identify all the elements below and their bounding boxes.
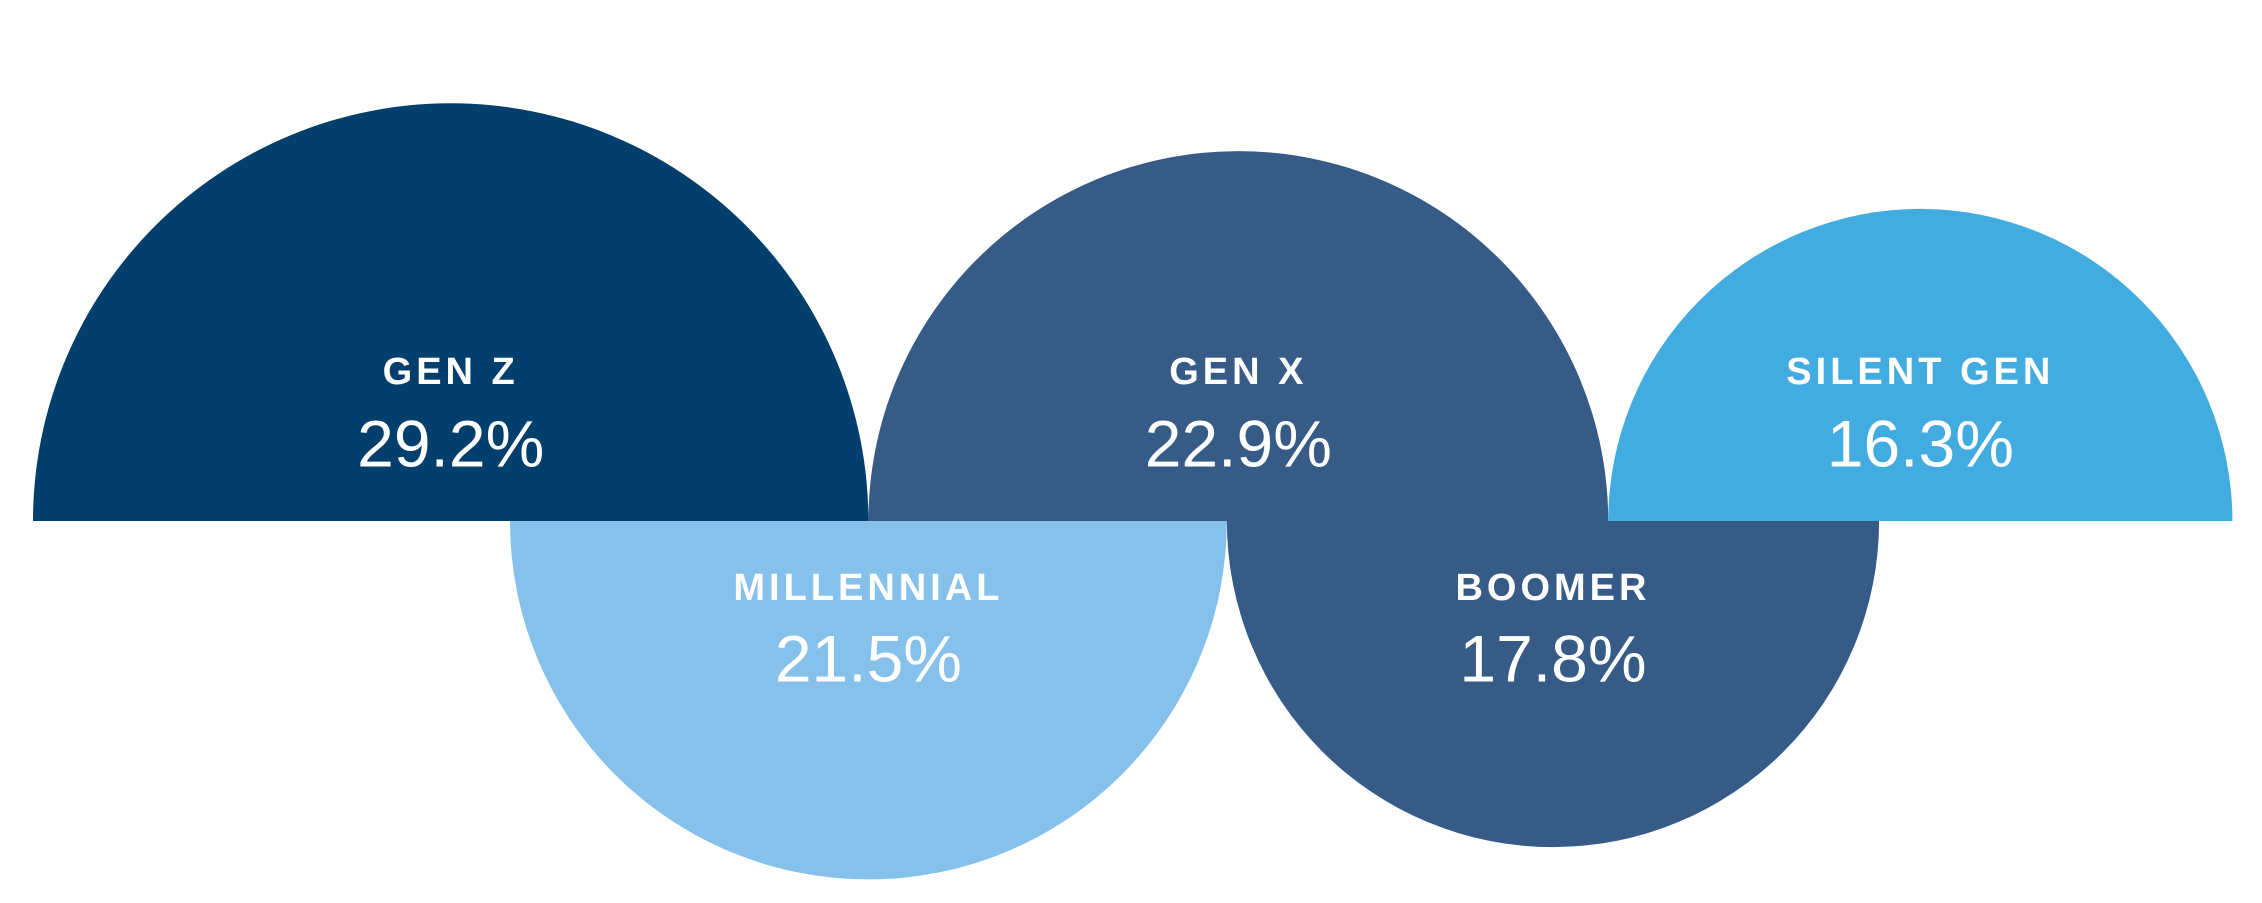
value-label: 22.9% xyxy=(1145,406,1332,480)
value-label: 29.2% xyxy=(357,406,544,480)
category-label: MILLENNIAL xyxy=(733,567,1003,609)
semicircle xyxy=(509,521,1227,880)
category-label: BOOMER xyxy=(1455,567,1650,609)
value-label: 21.5% xyxy=(775,621,962,695)
semicircle xyxy=(868,151,1609,521)
category-label: SILENT GEN xyxy=(1786,351,2054,393)
semicircle xyxy=(1226,521,1880,848)
value-label: 16.3% xyxy=(1827,406,2014,480)
value-label: 17.8% xyxy=(1459,621,1646,695)
category-label: GEN X xyxy=(1169,351,1307,393)
semicircle xyxy=(1608,208,2233,522)
semicircle xyxy=(33,103,869,522)
category-label: GEN Z xyxy=(383,351,519,393)
